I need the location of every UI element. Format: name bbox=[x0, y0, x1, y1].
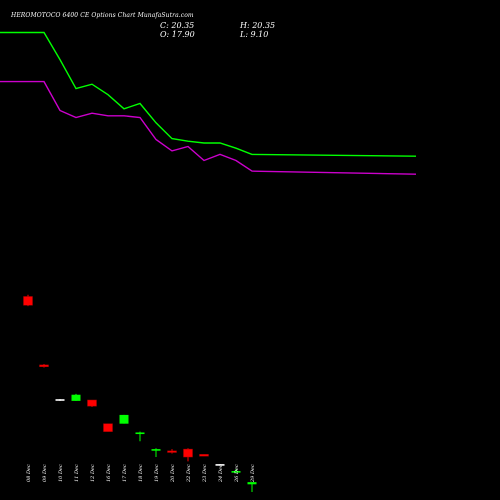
x-tick-label: 09 Dec bbox=[42, 464, 48, 482]
x-tick-label: 24 Dec bbox=[218, 464, 224, 483]
ma-line-1 bbox=[0, 31, 417, 157]
open-value: O: 17.90 bbox=[160, 30, 195, 39]
candle-29-dec bbox=[247, 482, 257, 485]
candle-17-dec bbox=[119, 414, 129, 424]
candle-23-dec bbox=[199, 454, 209, 457]
x-tick-label: 16 Dec bbox=[106, 464, 112, 482]
close-value: C: 20.35 bbox=[160, 21, 195, 30]
candle-09-dec bbox=[39, 364, 49, 367]
candle-22-dec bbox=[183, 448, 193, 458]
x-tick-label: 22 Dec bbox=[186, 464, 192, 483]
x-tick-label: 12 Dec bbox=[90, 464, 96, 482]
candle-18-dec bbox=[135, 432, 145, 435]
x-tick-label: 23 Dec bbox=[202, 464, 208, 483]
candles-layer bbox=[23, 294, 257, 493]
high-value: H: 20.35 bbox=[240, 21, 276, 30]
x-axis-labels: 08 Dec 09 Dec 10 Dec 11 Dec 12 Dec 16 Dec 17 D… bbox=[26, 464, 256, 483]
x-tick-label: 26 Dec bbox=[234, 464, 240, 483]
candle-10-dec bbox=[55, 399, 65, 401]
x-tick-label: 20 Dec bbox=[170, 464, 176, 483]
x-tick-label: 18 Dec bbox=[138, 464, 144, 482]
chart-title: HEROMOTOCO 6400 CE Options Chart MunafaS… bbox=[11, 12, 194, 19]
candle-16-dec bbox=[103, 423, 113, 432]
candle-08-dec bbox=[23, 296, 33, 306]
x-tick-label: 08 Dec bbox=[26, 464, 32, 482]
candle-20-dec bbox=[167, 450, 177, 453]
candle-24-dec bbox=[215, 464, 225, 466]
ma-line-2 bbox=[0, 80, 417, 175]
x-tick-label: 11 Dec bbox=[74, 464, 80, 482]
candle-26-dec bbox=[231, 471, 241, 473]
moving-average-lines bbox=[0, 31, 417, 175]
x-tick-label: 10 Dec bbox=[58, 464, 64, 482]
candle-11-dec bbox=[71, 394, 81, 401]
candle-19-dec bbox=[151, 449, 161, 451]
low-value: L: 9.10 bbox=[240, 30, 269, 39]
x-tick-label: 29 Dec bbox=[250, 464, 256, 483]
x-tick-label: 19 Dec bbox=[154, 464, 160, 482]
candle-12-dec bbox=[87, 399, 97, 407]
x-tick-label: 17 Dec bbox=[122, 464, 128, 482]
